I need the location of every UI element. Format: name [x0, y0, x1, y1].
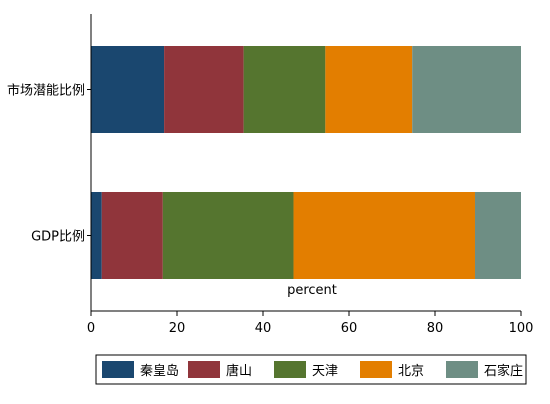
legend-label: 秦皇岛 — [140, 363, 179, 379]
y-tick-label: 市场潜能比例 — [7, 83, 85, 99]
x-tick-label: 60 — [341, 321, 358, 336]
bar-segment-0-2 — [243, 46, 326, 133]
legend-label: 唐山 — [226, 363, 252, 379]
bar-segment-1-1 — [101, 192, 163, 279]
bar-segment-1-0 — [91, 192, 102, 279]
x-tick-label: 40 — [255, 321, 272, 336]
x-axis-label: percent — [287, 283, 337, 298]
bar-segment-0-0 — [91, 46, 165, 133]
legend-swatch — [188, 361, 220, 378]
x-tick-label: 80 — [427, 321, 444, 336]
y-tick-label: GDP比例 — [31, 230, 85, 245]
legend-label: 石家庄 — [484, 363, 523, 379]
bar-segment-0-1 — [164, 46, 244, 133]
bar-segment-0-4 — [412, 46, 521, 133]
axes-layer: 市场潜能比例 GDP比例 0 20 40 60 80 100 — [7, 14, 533, 336]
x-tick-label: 20 — [169, 321, 186, 336]
legend-label: 天津 — [312, 364, 338, 379]
legend-swatch — [446, 361, 478, 378]
bar-segment-1-4 — [474, 192, 521, 279]
bar-segment-1-2 — [162, 192, 294, 279]
x-tick-label: 0 — [87, 321, 95, 336]
legend-swatch — [274, 361, 306, 378]
legend-swatch — [102, 361, 134, 378]
bar-segment-0-3 — [325, 46, 413, 133]
legend-label: 北京 — [398, 364, 424, 379]
bar-segment-1-3 — [293, 192, 475, 279]
x-tick-label: 100 — [509, 321, 534, 336]
legend: 秦皇岛 唐山 天津 北京 石家庄 — [95, 354, 527, 385]
bars-layer — [91, 46, 521, 279]
legend-swatch — [360, 361, 392, 378]
